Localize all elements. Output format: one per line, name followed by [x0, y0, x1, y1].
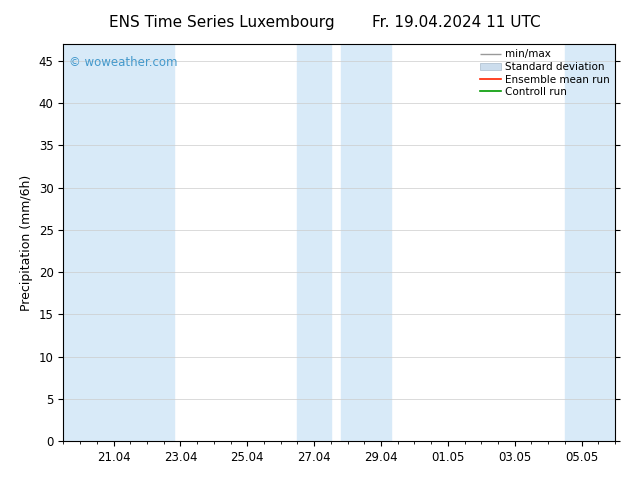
Text: © woweather.com: © woweather.com	[69, 56, 178, 69]
Bar	[341, 44, 391, 441]
Bar	[147, 44, 174, 441]
Bar	[565, 44, 615, 441]
Legend: min/max, Standard deviation, Ensemble mean run, Controll run: min/max, Standard deviation, Ensemble me…	[478, 47, 612, 99]
Text: Fr. 19.04.2024 11 UTC: Fr. 19.04.2024 11 UTC	[372, 15, 541, 30]
Y-axis label: Precipitation (mm/6h): Precipitation (mm/6h)	[20, 174, 33, 311]
Bar	[297, 44, 331, 441]
Bar	[63, 44, 147, 441]
Text: ENS Time Series Luxembourg: ENS Time Series Luxembourg	[109, 15, 335, 30]
